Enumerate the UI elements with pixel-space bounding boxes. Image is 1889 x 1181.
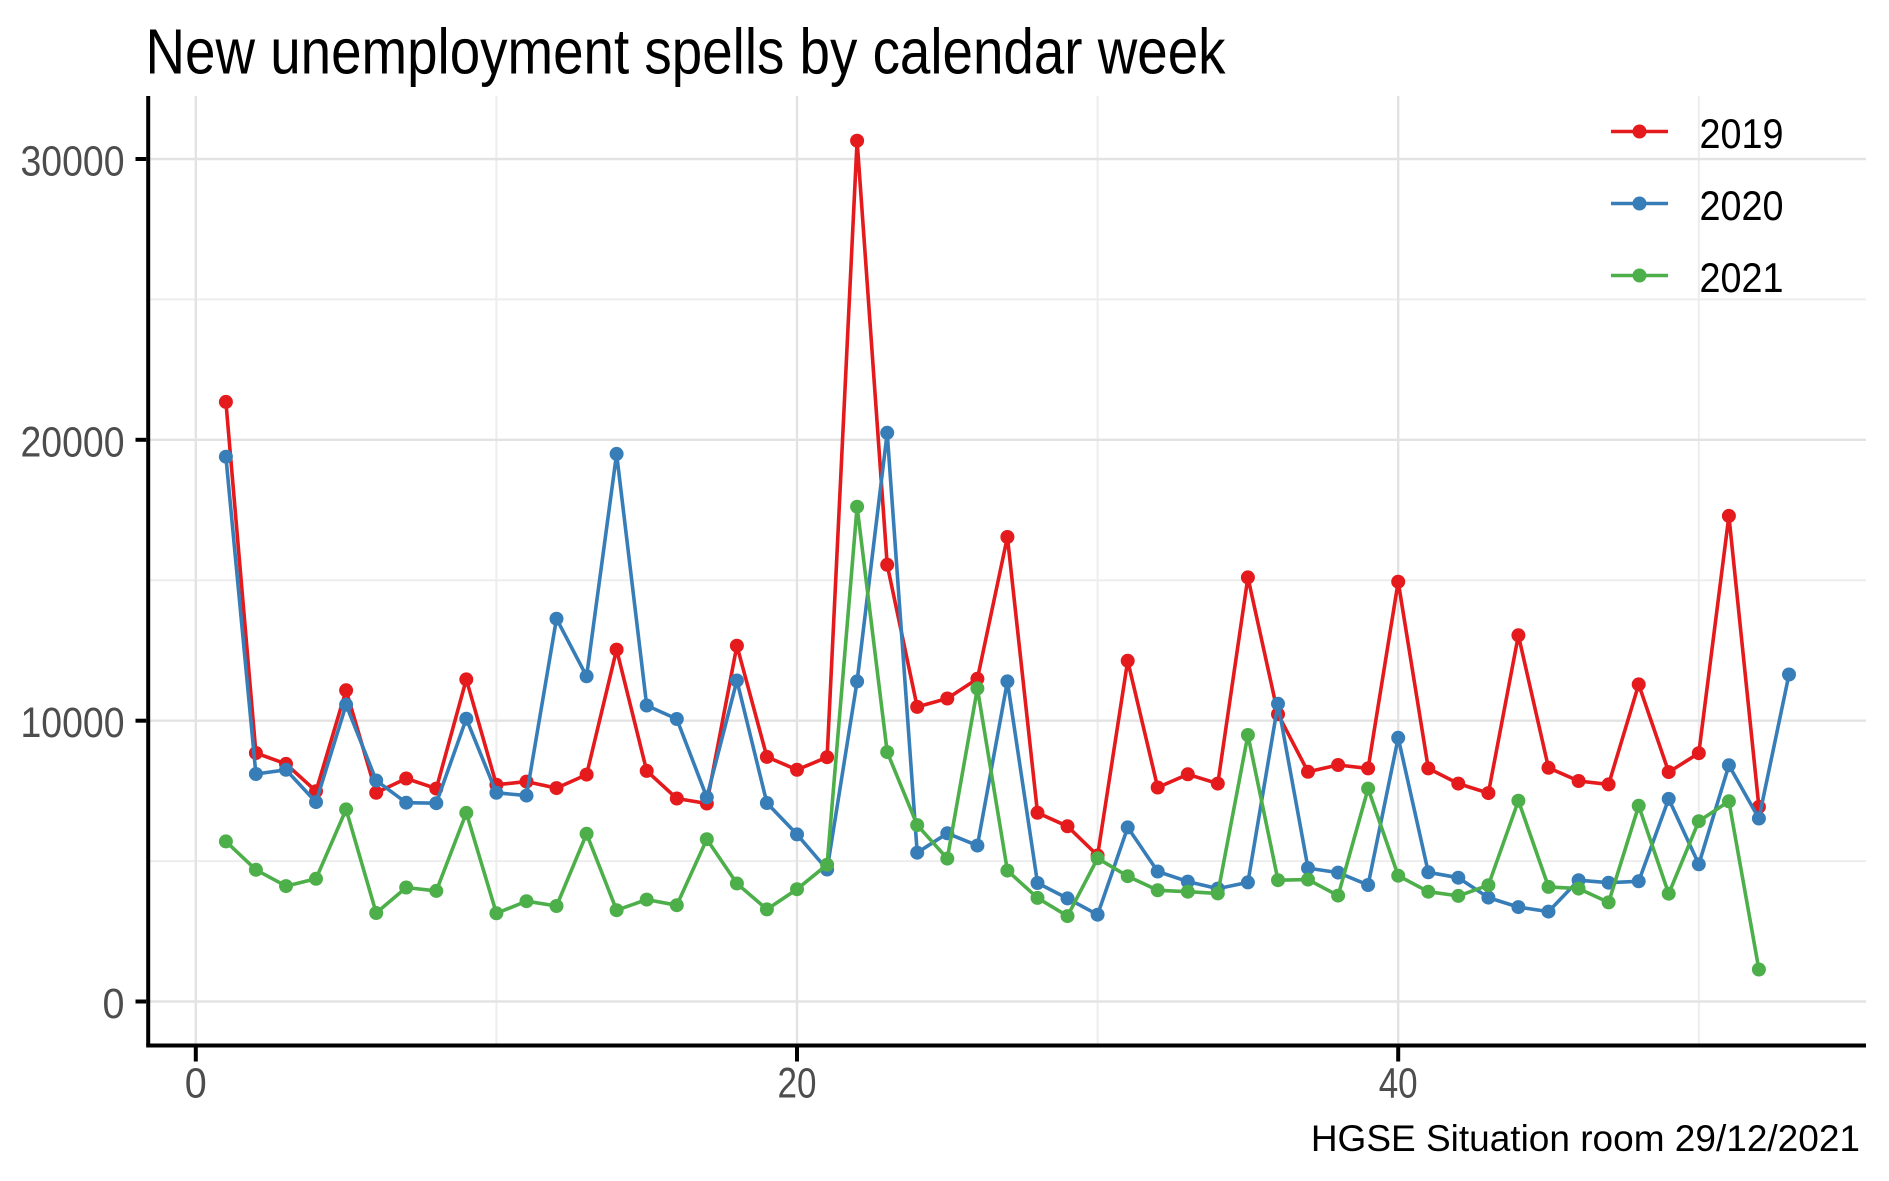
svg-text:2019: 2019 bbox=[1700, 110, 1784, 157]
svg-text:30000: 30000 bbox=[21, 138, 125, 186]
svg-text:20: 20 bbox=[778, 1060, 817, 1108]
svg-text:20000: 20000 bbox=[21, 418, 125, 466]
svg-text:2020: 2020 bbox=[1700, 182, 1784, 229]
svg-text:HGSE Situation room 29/12/2021: HGSE Situation room 29/12/2021 bbox=[1311, 1118, 1860, 1159]
svg-text:New unemployment spells by cal: New unemployment spells by calendar week bbox=[146, 16, 1227, 88]
svg-text:0: 0 bbox=[103, 980, 125, 1028]
svg-text:2021: 2021 bbox=[1700, 254, 1784, 301]
svg-text:40: 40 bbox=[1379, 1060, 1418, 1108]
svg-text:0: 0 bbox=[185, 1060, 207, 1108]
svg-text:10000: 10000 bbox=[21, 699, 125, 747]
